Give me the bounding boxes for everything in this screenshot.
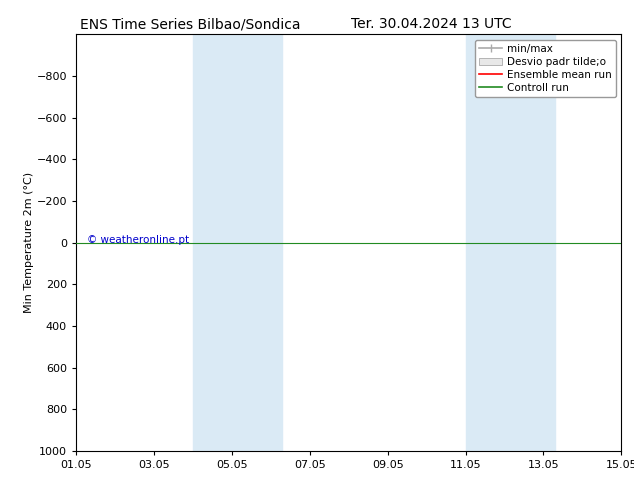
Bar (193, 34, 283, 451)
Legend: min/max, Desvio padr tilde;o, Ensemble mean run, Controll run: min/max, Desvio padr tilde;o, Ensemble m… (475, 40, 616, 97)
Text: © weatheronline.pt: © weatheronline.pt (87, 236, 189, 245)
Bar (465, 34, 555, 451)
Y-axis label: Min Temperature 2m (°C): Min Temperature 2m (°C) (23, 172, 34, 313)
Text: ENS Time Series Bilbao/Sondica: ENS Time Series Bilbao/Sondica (80, 17, 301, 31)
Text: Ter. 30.04.2024 13 UTC: Ter. 30.04.2024 13 UTC (351, 17, 512, 31)
